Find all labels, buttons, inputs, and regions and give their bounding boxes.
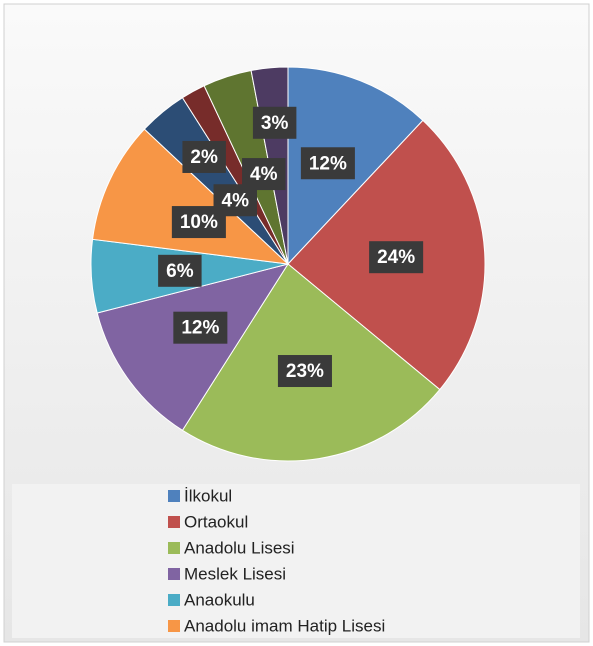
data-label-box [158, 254, 202, 287]
data-label: 4% [222, 190, 250, 211]
data-label: 24% [377, 247, 415, 268]
legend-swatch [168, 594, 180, 606]
data-label: 12% [309, 153, 347, 174]
legend-swatch [168, 490, 180, 502]
legend-label: Anaokulu [184, 590, 255, 609]
data-label-box [300, 147, 355, 180]
legend-label: Anadolu imam Hatip Lisesi [184, 616, 385, 635]
data-label-box [252, 106, 297, 139]
data-label: 6% [166, 261, 194, 282]
legend-label: Ortaokul [184, 512, 248, 531]
pie [90, 66, 486, 462]
legend-swatch [168, 516, 180, 528]
data-label: 23% [286, 361, 324, 382]
data-label: 3% [261, 113, 289, 134]
legend-label: Anadolu Lisesi [184, 538, 295, 557]
legend-label: İlkokul [184, 486, 232, 505]
data-label-box [182, 140, 226, 173]
legend-swatch [168, 620, 180, 632]
data-label: 4% [250, 164, 278, 185]
data-label: 10% [180, 212, 218, 233]
data-label-box [369, 241, 424, 274]
pie-slice [91, 128, 290, 265]
legend-swatch [168, 568, 180, 580]
data-label-box [173, 311, 228, 344]
data-label-box [277, 355, 332, 388]
legend-area [12, 484, 580, 638]
legend-swatch [168, 542, 180, 554]
data-label: 12% [181, 318, 219, 339]
pie-slice [287, 66, 424, 266]
legend-label: Meslek Lisesi [184, 564, 286, 583]
legend: İlkokul Ortaokul Anadolu Lisesi Meslek Lise… [168, 486, 385, 635]
pie-slice [96, 263, 290, 432]
data-label: 2% [190, 147, 218, 168]
data-labels: 12%24%23%12%6%10%4%2%4%3% [158, 106, 424, 388]
data-label-box [242, 158, 286, 191]
